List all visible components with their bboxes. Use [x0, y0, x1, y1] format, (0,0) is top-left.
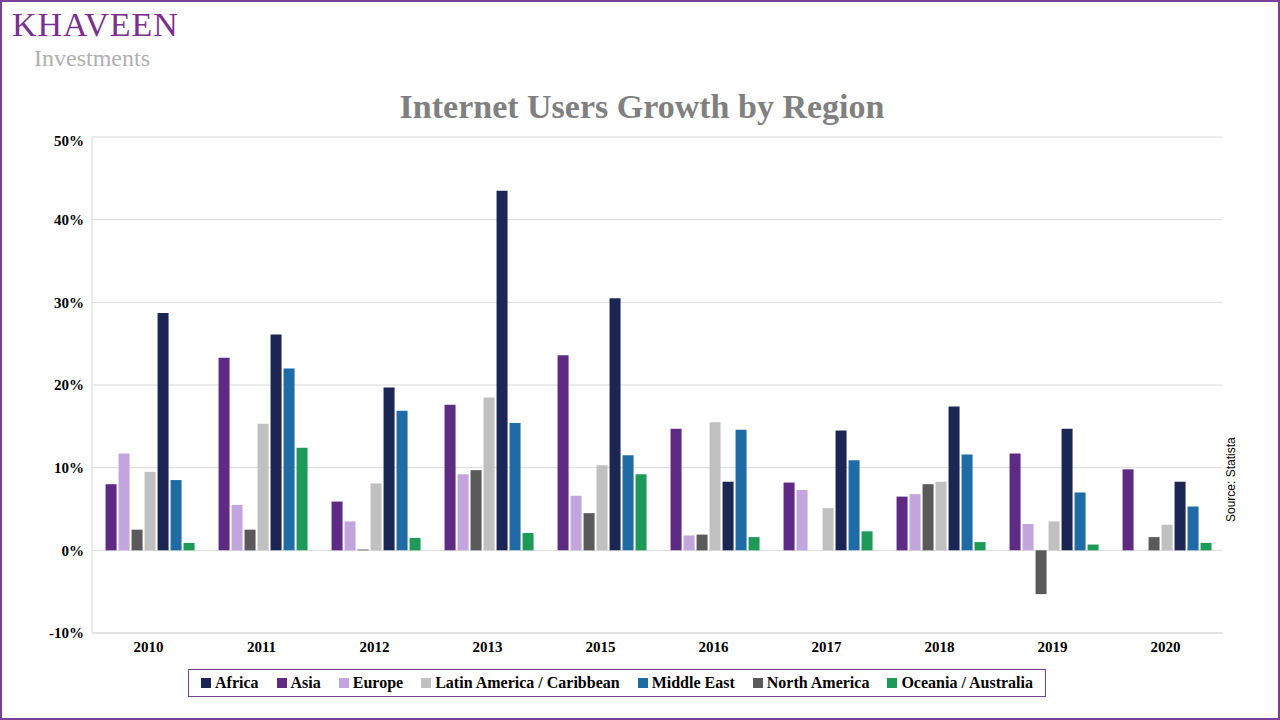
html-text:Oceania / Australia: Oceania / Australia: [901, 674, 1033, 691]
html-text:Middle East: Middle East: [651, 674, 735, 691]
svg-text:-10%: -10%: [49, 625, 84, 641]
html-text:KHAVEEN: KHAVEEN: [12, 6, 179, 43]
svg-text:2019: 2019: [1038, 639, 1068, 655]
svg-text:2018: 2018: [925, 639, 955, 655]
svg-text:2011: 2011: [247, 639, 276, 655]
html-text:Europe: Europe: [352, 674, 404, 691]
svg-text:2015: 2015: [586, 639, 616, 655]
svg-text:40%: 40%: [54, 212, 84, 228]
svg-text:20%: 20%: [54, 377, 84, 393]
svg-text:30%: 30%: [54, 295, 84, 311]
html-text:North America: North America: [766, 674, 870, 691]
svg-text:10%: 10%: [54, 460, 84, 476]
svg-text:2017: 2017: [812, 639, 843, 655]
svg-text:2012: 2012: [360, 639, 390, 655]
svg-text:50%: 50%: [54, 133, 84, 149]
svg-text:2010: 2010: [134, 639, 164, 655]
html-text:Asia: Asia: [290, 674, 321, 691]
svg-text:2016: 2016: [699, 639, 730, 655]
html-text:Internet Users Growth by Regio: Internet Users Growth by Region: [399, 88, 885, 125]
html-text:Investments: Investments: [34, 45, 150, 71]
html-text:Source: Statista: Source: Statista: [1224, 437, 1238, 522]
svg-text:0%: 0%: [62, 543, 85, 559]
html-text:Latin America / Caribbean: Latin America / Caribbean: [435, 674, 620, 691]
svg-text:2013: 2013: [473, 639, 503, 655]
svg-text:2020: 2020: [1151, 639, 1181, 655]
html-text:Africa: Africa: [215, 674, 259, 691]
